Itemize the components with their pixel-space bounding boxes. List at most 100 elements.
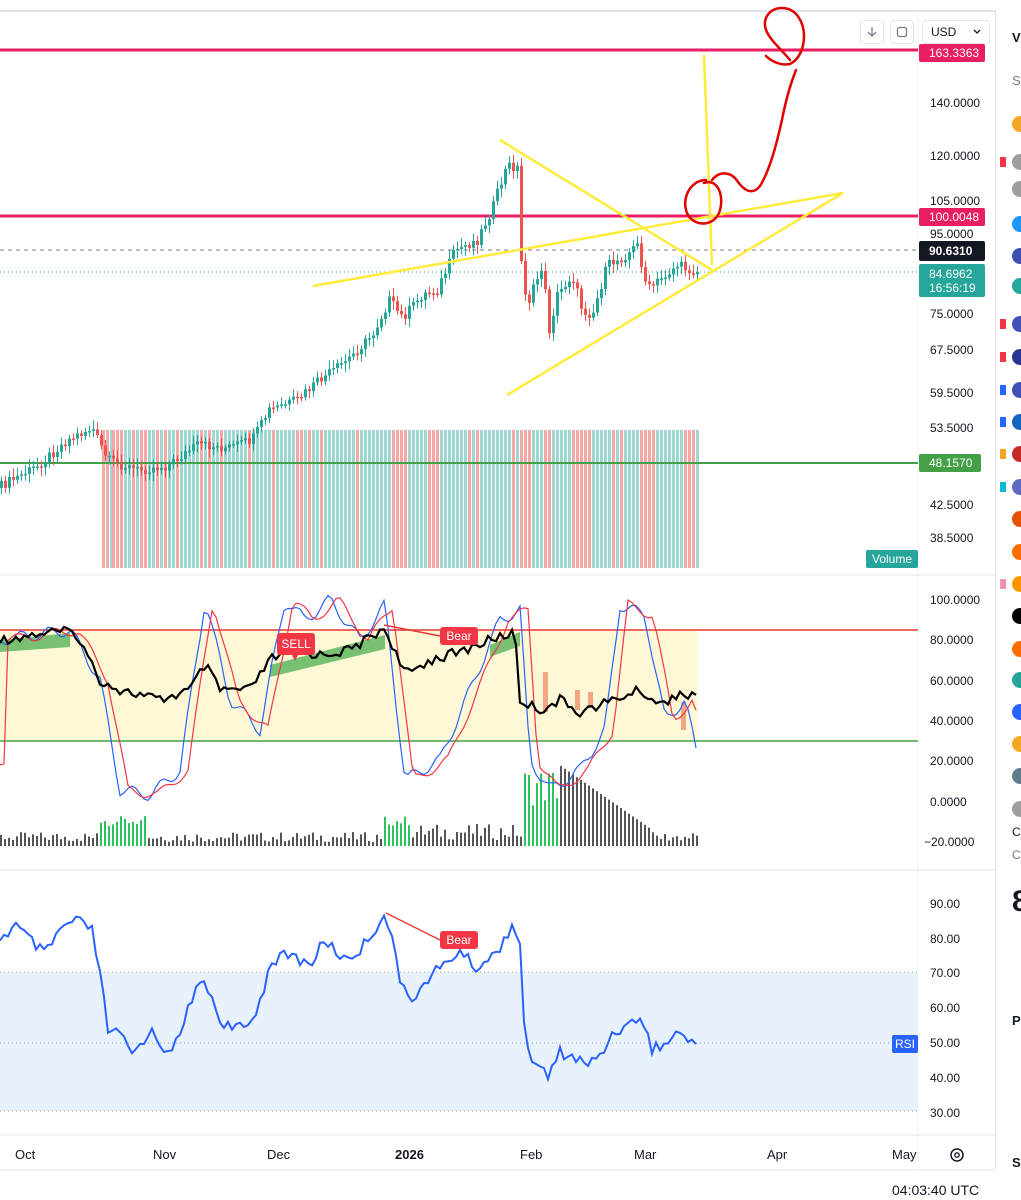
candle-body: [692, 273, 695, 275]
candle-body: [612, 259, 615, 265]
watchlist-section-letter: S: [1012, 73, 1021, 88]
watchlist-flag-icon[interactable]: [1000, 579, 1006, 589]
watchlist-row[interactable]: [996, 175, 1021, 203]
symbol-logo-icon: [1012, 316, 1021, 332]
chart-canvas[interactable]: SELL Bear Bear 140.0000 120.0000 105.000…: [0, 0, 995, 1200]
candle-body: [272, 407, 275, 409]
volume-bar: [528, 430, 531, 568]
stoch-d-line[interactable]: [0, 597, 697, 799]
candle-body: [516, 165, 519, 172]
candle-body: [176, 458, 179, 461]
watchlist-row[interactable]: [996, 570, 1021, 598]
symbol-logo-icon: [1012, 801, 1021, 817]
time-axis[interactable]: Oct Nov Dec 2026 Feb Mar Apr May: [15, 1147, 917, 1162]
watchlist-row[interactable]: [996, 635, 1021, 663]
candlestick-series[interactable]: [0, 154, 699, 495]
watchlist-row[interactable]: [996, 210, 1021, 238]
candle-body: [40, 466, 43, 468]
volume-bar: [356, 430, 359, 568]
watchlist-row[interactable]: [996, 538, 1021, 566]
volume-bar: [284, 430, 287, 568]
watchlist-flag-icon[interactable]: [1000, 157, 1006, 167]
watchlist-row[interactable]: [996, 440, 1021, 468]
candle-body: [496, 188, 499, 202]
watchlist-row[interactable]: [996, 762, 1021, 790]
candle-body: [336, 363, 339, 369]
volume-bar: [308, 430, 311, 568]
watchlist-flag-icon[interactable]: [1000, 352, 1006, 362]
watchlist-flag-icon[interactable]: [1000, 449, 1006, 459]
watchlist-row[interactable]: [996, 343, 1021, 371]
fit-screen-button[interactable]: [890, 20, 914, 44]
watchlist-flag-icon[interactable]: [1000, 319, 1006, 329]
volume-bar: [360, 430, 363, 568]
watchlist-row[interactable]: [996, 376, 1021, 404]
watchlist-row[interactable]: [996, 310, 1021, 338]
rsi-scale[interactable]: 90.00 80.00 70.00 60.00 50.00 40.00 30.0…: [930, 897, 960, 1120]
volume-bar: [584, 430, 587, 568]
watchlist-row[interactable]: [996, 795, 1021, 823]
candle-body: [620, 260, 623, 263]
candle-body: [164, 467, 167, 471]
volume-bar: [372, 430, 375, 568]
watchlist-row[interactable]: [996, 242, 1021, 270]
watchlist-row[interactable]: [996, 602, 1021, 630]
stoch-tick: 100.0000: [930, 593, 980, 607]
volume-bar: [396, 430, 399, 568]
watchlist-row[interactable]: [996, 666, 1021, 694]
symbol-logo-icon: [1012, 608, 1021, 624]
candle-body: [236, 441, 239, 445]
candle-body: [120, 462, 123, 470]
price-scale[interactable]: 140.0000 120.0000 105.0000 95.0000 75.00…: [930, 96, 980, 545]
volume-bar: [352, 430, 355, 568]
watchlist-row[interactable]: [996, 272, 1021, 300]
candle-body: [408, 305, 411, 319]
yellow-triangle-drawing[interactable]: [312, 54, 844, 397]
watchlist-sidebar[interactable]: V S C C 8 P S: [995, 10, 1021, 1170]
candle-body: [108, 455, 111, 458]
gear-icon[interactable]: [950, 1148, 964, 1162]
candle-body: [240, 440, 243, 442]
candle-body: [332, 368, 335, 370]
rsi-line[interactable]: [0, 913, 697, 1083]
candle-body: [248, 438, 251, 445]
volume-bar: [260, 430, 263, 568]
rsi-band-fill: [0, 972, 918, 1111]
watchlist-detail-s: S: [1012, 1155, 1021, 1170]
watchlist-row[interactable]: [996, 110, 1021, 138]
watchlist-row[interactable]: [996, 473, 1021, 501]
candle-body: [564, 287, 567, 290]
volume-bar: [228, 430, 231, 568]
volume-bar: [212, 430, 215, 568]
watchlist-row[interactable]: [996, 698, 1021, 726]
volume-bar: [148, 430, 151, 568]
currency-select[interactable]: USD: [922, 20, 990, 44]
volume-bar: [102, 430, 105, 568]
watchlist-row[interactable]: [996, 408, 1021, 436]
watchlist-detail-c1: C: [1012, 825, 1021, 839]
watchlist-flag-icon[interactable]: [1000, 417, 1006, 427]
volume-bar: [304, 430, 307, 568]
symbol-logo-icon: [1012, 116, 1021, 132]
candle-body: [144, 470, 147, 474]
volume-bar: [340, 430, 343, 568]
utc-clock[interactable]: 04:03:40 UTC: [892, 1182, 980, 1198]
watchlist-row[interactable]: [996, 730, 1021, 758]
watchlist-row[interactable]: [996, 505, 1021, 533]
watchlist-flag-icon[interactable]: [1000, 385, 1006, 395]
volume-bar: [664, 430, 667, 568]
stoch-main-line[interactable]: [0, 625, 697, 719]
stoch-k-line[interactable]: [0, 594, 697, 802]
candle-body: [312, 382, 315, 392]
candle-body: [556, 291, 559, 316]
stoch-scale[interactable]: 100.0000 80.0000 60.0000 40.0000 20.0000…: [924, 593, 980, 849]
rsi-tick: 50.00: [930, 1036, 960, 1050]
candle-body: [104, 445, 107, 456]
candle-body: [380, 318, 383, 328]
watchlist-row[interactable]: [996, 148, 1021, 176]
download-button[interactable]: [860, 20, 884, 44]
volume-bar: [172, 430, 175, 568]
watchlist-flag-icon[interactable]: [1000, 482, 1006, 492]
candle-body: [156, 467, 159, 471]
red-freehand-drawing[interactable]: [683, 6, 806, 225]
